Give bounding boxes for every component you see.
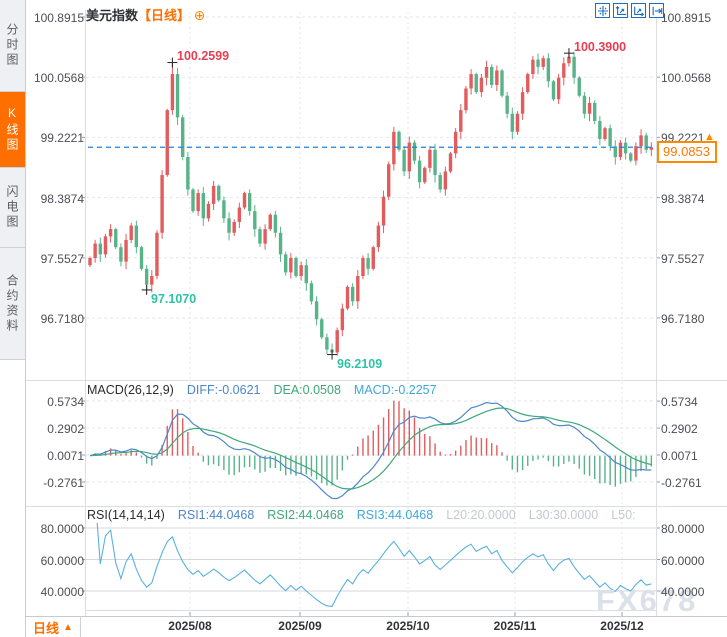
- x-axis-month-label: 2025/09: [278, 619, 322, 633]
- high-annotation: 100.3900: [574, 40, 627, 54]
- macd-axis-label: -0.2761: [43, 476, 84, 490]
- watermark: FX678: [596, 583, 698, 618]
- low-annotation: 97.1070: [151, 292, 197, 306]
- rsi-name[interactable]: RSI(14,14,14): [87, 508, 165, 522]
- rsi-l30-value: L30:30.0000: [528, 508, 599, 522]
- zoom-vertical-axis-icon[interactable]: [613, 3, 628, 18]
- macd-macd-value: MACD:-0.2257: [353, 383, 437, 397]
- price-axis-label: 97.5527: [661, 252, 705, 266]
- rsi-l20-value: L20:20.0000: [446, 508, 516, 522]
- zoom-horizontal-axis-icon[interactable]: [631, 3, 646, 18]
- macd-axis-label: 0.2902: [661, 422, 698, 436]
- price-axis-label: 100.8915: [33, 11, 84, 25]
- sidebar-tab-contract-info[interactable]: 合约资料: [0, 248, 25, 360]
- add-indicator-icon[interactable]: ⊕: [193, 7, 206, 23]
- rsi-axis-label: 80.0000: [40, 522, 84, 536]
- period-dropdown-button[interactable]: 日线 ▲: [26, 617, 81, 637]
- macd-dea-value: DEA:0.0508: [273, 383, 341, 397]
- macd-diff-value: DIFF:-0.0621: [186, 383, 261, 397]
- period-label: 【日线】: [138, 8, 191, 23]
- macd-header: MACD(26,12,9) DIFF:-0.0621 DEA:0.0508 MA…: [87, 383, 437, 397]
- rsi-axis-label: 60.0000: [661, 554, 705, 568]
- price-up-arrow-icon: ▲: [704, 131, 715, 143]
- x-axis-month-label: 2025/12: [600, 619, 644, 633]
- rsi-axis-label: 80.0000: [661, 522, 705, 536]
- sidebar: 分时图 K线图 闪电图 合约资料: [0, 0, 26, 637]
- macd-axis-label: 0.2902: [47, 422, 84, 436]
- x-axis-month-label: 2025/10: [386, 619, 430, 633]
- price-axis-label: 97.5527: [40, 252, 84, 266]
- sidebar-tab-lightning-chart[interactable]: 闪电图: [0, 168, 25, 248]
- sidebar-tab-candlestick-chart[interactable]: K线图: [0, 92, 25, 168]
- macd-axis-label: 0.5734: [661, 395, 698, 409]
- price-axis-label: 100.0568: [33, 71, 84, 85]
- rsi-axis-label: 40.0000: [661, 585, 705, 599]
- price-axis-label: 98.3874: [661, 192, 705, 206]
- macd-axis-label: 0.5734: [47, 395, 84, 409]
- crosshair-icon[interactable]: [595, 3, 610, 18]
- rsi1-value: RSI1:44.0468: [177, 508, 255, 522]
- macd-axis-label: 0.0071: [661, 449, 698, 463]
- rsi3-value: RSI3:44.0468: [356, 508, 434, 522]
- pan-right-icon[interactable]: [649, 3, 664, 18]
- price-axis-label: 100.0568: [661, 71, 712, 85]
- period-button-label: 日线: [33, 620, 60, 636]
- macd-axis-label: -0.2761: [661, 476, 702, 490]
- rsi-l50-value: L50:: [611, 508, 636, 522]
- macd-name[interactable]: MACD(26,12,9): [87, 383, 174, 397]
- price-axis-label: 100.8915: [661, 11, 712, 25]
- rsi-header: RSI(14,14,14) RSI1:44.0468 RSI2:44.0468 …: [87, 508, 636, 522]
- low-annotation: 96.2109: [337, 357, 383, 371]
- price-axis-label: 96.7180: [661, 312, 705, 326]
- macd-axis-label: 0.0071: [47, 449, 84, 463]
- dropdown-arrow-icon: ▲: [63, 621, 73, 633]
- sidebar-tab-time-chart[interactable]: 分时图: [0, 0, 25, 92]
- high-annotation: 100.2599: [177, 49, 230, 63]
- x-axis-month-label: 2025/11: [493, 619, 537, 633]
- price-axis-label: 99.2221: [40, 131, 84, 145]
- chart-title: 美元指数【日线】 ⊕: [86, 5, 205, 24]
- chart-toolbar: [595, 3, 664, 18]
- rsi-axis-label: 40.0000: [40, 585, 84, 599]
- instrument-name: 美元指数: [86, 8, 139, 23]
- x-axis-month-label: 2025/08: [168, 619, 212, 633]
- price-axis-label: 96.7180: [40, 312, 84, 326]
- rsi2-value: RSI2:44.0468: [267, 508, 344, 522]
- current-price-badge: 99.0853: [657, 141, 717, 163]
- rsi-axis-label: 60.0000: [40, 554, 84, 568]
- price-axis-label: 98.3874: [40, 192, 84, 206]
